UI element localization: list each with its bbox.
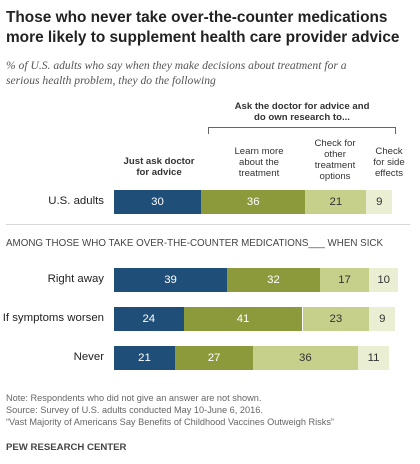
bar-segment: 17: [319, 268, 370, 292]
bar-segment: 23: [302, 307, 370, 331]
bar-segment: 39: [114, 268, 228, 292]
bar-segment: 41: [183, 307, 303, 331]
bar-segment: 21: [114, 346, 175, 370]
bar-segment: 36: [201, 190, 306, 214]
header-col3: Check for other treatment options: [314, 138, 356, 182]
row-label: Never: [73, 351, 104, 363]
section-divider: [6, 224, 410, 225]
header-col1: Just ask doctor for advice: [123, 156, 195, 178]
bar-segment: 36: [253, 346, 358, 370]
row-label: Right away: [47, 273, 104, 285]
section-label: AMONG THOSE WHO TAKE OVER-THE-COUNTER ME…: [6, 238, 384, 249]
note-text: Note: Respondents who did not give an an…: [6, 393, 262, 403]
bar-segment: 21: [305, 190, 367, 214]
bar-segment: 32: [227, 268, 320, 292]
bar-segment: 27: [174, 346, 254, 370]
row-label: If symptoms worsen: [2, 312, 104, 324]
chart-title: Those who never take over-the-counter me…: [6, 9, 400, 46]
bar-segment: 24: [114, 307, 184, 331]
header-col4: Check for side effects: [373, 146, 405, 179]
bar-segment: 9: [369, 307, 396, 331]
chart-subtitle: % of U.S. adults who say when they make …: [6, 59, 347, 87]
source-org: PEW RESEARCH CENTER: [6, 442, 127, 453]
bar-segment: 30: [114, 190, 201, 214]
bar-segment: 10: [369, 268, 399, 292]
header-group: Ask the doctor for advice and do own res…: [234, 101, 370, 123]
bar-segment: 9: [366, 190, 393, 214]
header-col2: Learn more about the treatment: [234, 146, 284, 179]
report-title-text: “Vast Majority of Americans Say Benefits…: [6, 417, 334, 427]
header-bracket: [208, 127, 396, 134]
row-label: U.S. adults: [48, 195, 104, 207]
bar-segment: 11: [357, 346, 390, 370]
source-text: Source: Survey of U.S. adults conducted …: [6, 405, 263, 415]
